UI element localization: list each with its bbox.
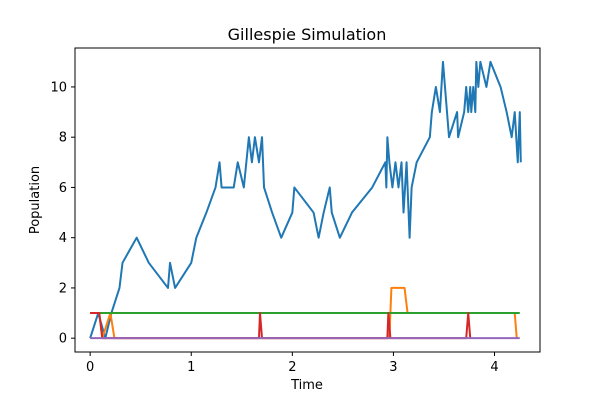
x-tick-label: 2 [288, 360, 296, 375]
y-tick-label: 4 [59, 231, 67, 246]
x-tick-label: 0 [86, 360, 94, 375]
x-axis-label: Time [290, 378, 323, 393]
series-layer [89, 60, 522, 340]
y-tick-label: 6 [59, 181, 67, 196]
y-tick-label: 0 [59, 332, 67, 347]
x-tick-label: 4 [490, 360, 498, 375]
y-tick-label: 8 [59, 131, 67, 146]
y-tick-label: 10 [50, 80, 67, 95]
plot-frame [74, 47, 541, 353]
series-line-4 [90, 312, 472, 340]
x-tick-label: 3 [389, 360, 397, 375]
x-tick-label: 1 [187, 360, 195, 375]
y-axis: 0 2 4 6 8 10 [50, 80, 75, 347]
x-axis: 0 1 2 3 4 [86, 352, 499, 375]
y-axis-label: Population [28, 166, 43, 234]
y-tick-label: 2 [59, 281, 67, 296]
chart-title: Gillespie Simulation [228, 25, 387, 44]
series-line-1 [89, 60, 522, 340]
